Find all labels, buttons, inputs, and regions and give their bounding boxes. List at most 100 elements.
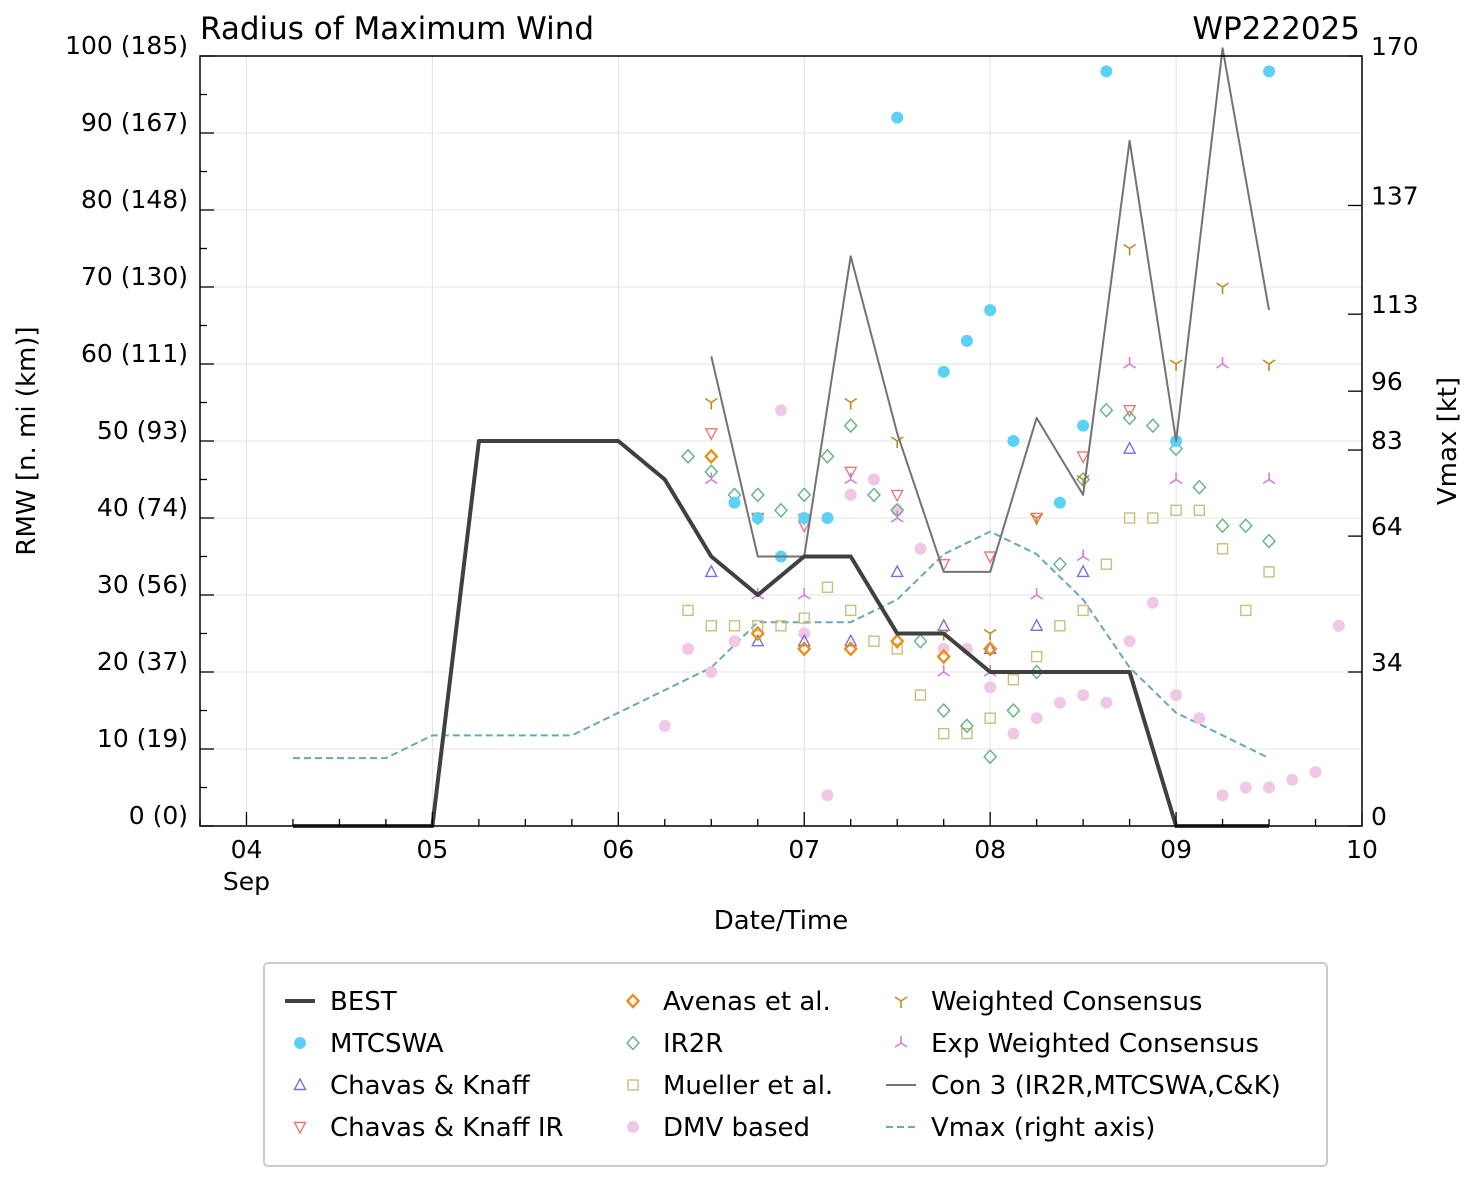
dmv-based-point xyxy=(1309,766,1322,779)
ir2r-point xyxy=(1169,441,1184,457)
x-tick-label: 04 xyxy=(231,835,263,864)
axes: 04 Sep 05 06 07 08 09 10 0 (0) 10 (19) 20 (37) 30 (… xyxy=(65,31,1419,896)
legend-label: DMV based xyxy=(663,1113,810,1143)
chavas-knaff-ir-point xyxy=(1122,405,1137,418)
legend-label: Con 3 (IR2R,MTCSWA,C&K) xyxy=(931,1071,1281,1101)
dmv-based-point xyxy=(775,404,787,417)
y-tick-label: 70 (130) xyxy=(81,262,188,291)
mueller-et-al-point xyxy=(1054,620,1066,632)
legend-item-avenas-et-al: Avenas et al. xyxy=(625,987,831,1017)
chavas-knaff-ir-point xyxy=(1076,451,1090,464)
ir2r-point xyxy=(1192,479,1207,495)
legend-item-best: BEST xyxy=(285,987,397,1017)
legend: BEST MTCSWA Chavas & Knaff Chavas & Knaff I… xyxy=(263,962,1328,1167)
mtcswa-point xyxy=(1007,435,1020,447)
legend-swatch xyxy=(294,1037,306,1049)
legend-swatch xyxy=(626,1035,640,1051)
mueller-et-al-point xyxy=(705,620,717,632)
x-tick-label: 06 xyxy=(602,835,634,864)
mueller-et-al-point xyxy=(1263,566,1275,578)
weighted-consensus-point xyxy=(844,397,858,410)
dmv-based-point xyxy=(1123,635,1136,648)
mueller-et-al-point xyxy=(752,620,764,632)
ir2r-point xyxy=(1215,518,1230,534)
legend-label: MTCSWA xyxy=(330,1029,444,1059)
dmv-based-point xyxy=(844,488,857,501)
mtcswa-point xyxy=(751,512,764,524)
mueller-et-al-point xyxy=(1147,512,1159,524)
mueller-et-al-point xyxy=(1007,674,1020,686)
dmv-based-point xyxy=(705,666,718,678)
series-avenas-et-al xyxy=(704,448,998,665)
avenas-et-al-point xyxy=(936,648,951,665)
avenas-et-al-point xyxy=(797,641,812,657)
avenas-et-al-point xyxy=(890,633,905,649)
mueller-et-al-point xyxy=(1077,604,1089,617)
legend-label: Avenas et al. xyxy=(663,987,831,1017)
dmv-based-point xyxy=(1263,781,1276,794)
ir2r-point xyxy=(1262,533,1276,549)
chavas-knaff-point xyxy=(751,633,765,647)
ir2r-point xyxy=(983,749,998,765)
x-tick-label: 08 xyxy=(974,835,1006,864)
y-tick-label: 30 (56) xyxy=(97,570,188,599)
mueller-et-al-point xyxy=(1193,504,1206,516)
legend-label: Exp Weighted Consensus xyxy=(931,1029,1259,1059)
mueller-et-al-point xyxy=(914,689,927,701)
legend-item-mtcswa: MTCSWA xyxy=(294,1029,444,1059)
legend-label: Weighted Consensus xyxy=(931,987,1202,1017)
series-layer xyxy=(293,47,1345,828)
legend-item-ir2r: IR2R xyxy=(626,1029,723,1059)
legend-label: BEST xyxy=(330,987,397,1017)
dmv-based-point xyxy=(984,681,997,694)
ir2r-point xyxy=(1122,410,1137,426)
mueller-et-al-point xyxy=(1240,604,1252,617)
dmv-based-point xyxy=(821,789,834,802)
ir2r-point xyxy=(959,718,974,734)
mtcswa-point xyxy=(821,512,834,524)
storm-id: WP222025 xyxy=(1192,11,1360,47)
legend-item-exp-weighted-consensus: Exp Weighted Consensus xyxy=(894,1029,1259,1059)
ir2r-point xyxy=(1145,418,1160,434)
x-tick-label: 10 xyxy=(1346,835,1378,864)
legend-label: Chavas & Knaff IR xyxy=(330,1113,564,1143)
ir2r-point xyxy=(820,448,835,464)
ir2r-point xyxy=(1238,518,1253,534)
chavas-knaff-ir-point xyxy=(1029,512,1044,526)
y2-axis-label: Vmax [kt] xyxy=(1433,377,1463,505)
chavas-knaff-point xyxy=(844,633,858,647)
legend-swatch xyxy=(627,1079,639,1091)
legend-box xyxy=(263,962,1328,1167)
legend-label: Mueller et al. xyxy=(663,1071,833,1101)
chavas-knaff-point xyxy=(704,564,718,578)
weighted-consensus-point xyxy=(1262,359,1276,371)
mueller-et-al-point xyxy=(798,612,810,624)
ir2r-point xyxy=(750,487,765,503)
y2-tick-label: 170 xyxy=(1371,32,1419,61)
x-tick-sublabel: Sep xyxy=(223,867,270,896)
x-tick-label: 09 xyxy=(1160,835,1192,864)
series-mtcswa xyxy=(728,65,1276,563)
y-tick-label: 90 (167) xyxy=(81,108,188,137)
exp-weighted-consensus-point xyxy=(1076,549,1090,562)
chavas-knaff-point xyxy=(1122,441,1137,454)
chavas-knaff-ir-point xyxy=(890,489,904,503)
legend-swatch xyxy=(627,1121,639,1133)
legend-swatch xyxy=(293,1121,307,1135)
mueller-et-al-point xyxy=(984,712,996,724)
mtcswa-point xyxy=(1077,419,1090,432)
avenas-et-al-point xyxy=(983,641,998,657)
ir2r-point xyxy=(1006,702,1021,719)
chavas-knaff-ir-point xyxy=(844,466,858,480)
ir2r-point xyxy=(936,702,951,719)
mueller-et-al-point xyxy=(845,604,857,617)
chavas-knaff-point xyxy=(890,564,904,578)
ir2r-point xyxy=(867,487,881,503)
exp-weighted-consensus-point xyxy=(797,588,811,600)
series-chavas-knaff xyxy=(704,441,1137,655)
mueller-et-al-point xyxy=(775,620,787,632)
mtcswa-point xyxy=(984,304,997,317)
dmv-based-point xyxy=(1170,689,1183,702)
ir2r-point xyxy=(1099,402,1114,418)
dmv-based-point xyxy=(682,642,695,655)
